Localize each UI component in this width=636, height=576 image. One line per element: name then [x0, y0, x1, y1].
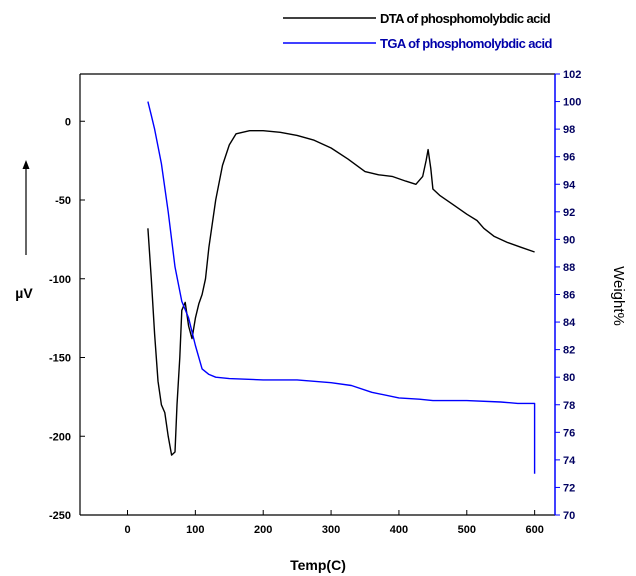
- x-tick-label: 400: [390, 524, 408, 536]
- right-tick-label: 92: [563, 207, 575, 219]
- right-tick-label: 96: [563, 152, 575, 164]
- right-tick-label: 74: [563, 455, 576, 467]
- x-tick-label: 100: [186, 524, 204, 536]
- left-axis-arrow: [22, 160, 30, 255]
- right-tick-label: 90: [563, 234, 575, 246]
- x-tick-label: 300: [322, 524, 340, 536]
- right-tick-label: 72: [563, 482, 575, 494]
- left-tick-label: -200: [49, 431, 71, 443]
- x-axis-title: Temp(C): [290, 557, 346, 573]
- x-tick-label: 500: [458, 524, 476, 536]
- right-tick-label: 70: [563, 510, 575, 522]
- series-layer: [147, 101, 536, 474]
- left-tick-label: -100: [49, 274, 71, 286]
- legend-label-tga: TGA of phosphomolybdic acid: [380, 36, 552, 51]
- right-axis-ticks: 70 72 74 76 78 80 82 84 86 88 90 92 94 96 98 100 102: [555, 69, 581, 522]
- legend-label-dta: DTA of phosphomolybdic acid: [380, 11, 551, 26]
- right-tick-label: 98: [563, 124, 575, 136]
- right-tick-label: 80: [563, 372, 575, 384]
- legend: DTA of phosphomolybdic acid TGA of phosp…: [283, 11, 553, 51]
- left-tick-label: 0: [65, 116, 71, 128]
- tga-series-line: [147, 101, 536, 474]
- left-tick-label: -50: [55, 195, 71, 207]
- x-tick-label: 600: [525, 524, 543, 536]
- left-axis-title: µV: [15, 285, 33, 301]
- right-tick-label: 78: [563, 400, 575, 412]
- right-tick-label: 76: [563, 427, 575, 439]
- right-tick-label: 102: [563, 69, 581, 81]
- x-tick-label: 200: [254, 524, 272, 536]
- right-tick-label: 88: [563, 262, 575, 274]
- left-tick-label: -150: [49, 353, 71, 365]
- dta-series-line: [147, 129, 535, 456]
- right-axis-title: Weight%: [610, 266, 627, 326]
- right-tick-label: 94: [563, 179, 576, 191]
- left-tick-label: -250: [49, 510, 71, 522]
- left-axis-ticks: 0 -50 -100 -150 -200 -250: [49, 116, 85, 522]
- x-tick-label: 0: [124, 524, 130, 536]
- right-tick-label: 100: [563, 97, 581, 109]
- right-tick-label: 82: [563, 345, 575, 357]
- x-axis-ticks: 0 100 200 300 400 500 600: [124, 510, 544, 536]
- right-tick-label: 86: [563, 290, 575, 302]
- right-tick-label: 84: [563, 317, 576, 329]
